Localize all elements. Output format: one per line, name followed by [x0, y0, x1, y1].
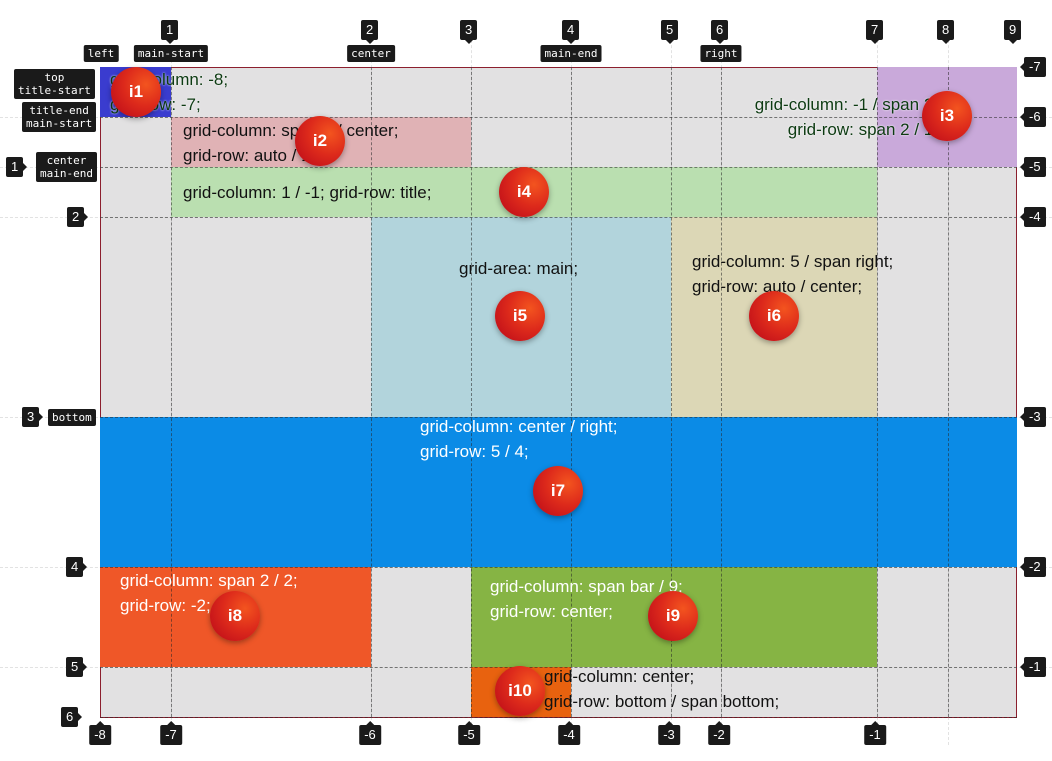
row-line-negative-number: -3: [1020, 407, 1046, 427]
grid-item-code-i8: grid-column: span 2 / 2; grid-row: -2;: [120, 568, 298, 618]
row-line-number: 1: [6, 157, 28, 177]
column-line-number: 3: [460, 20, 478, 44]
grid-item-code-i9: grid-column: span bar / 9; grid-row: cent…: [490, 574, 683, 624]
row-line-name: bottom: [48, 408, 96, 426]
grid-column-line: [721, 67, 722, 717]
column-line-number: 4: [562, 20, 580, 44]
row-line-negative-number: -7: [1020, 57, 1046, 77]
code-line: grid-column: center;: [544, 667, 695, 686]
column-line-negative-number: -8: [89, 721, 111, 745]
code-line: grid-area: main;: [459, 259, 579, 278]
grid-column-line: [948, 67, 949, 717]
column-line-number: 1: [161, 20, 179, 44]
code-line: grid-row: span 2 / 1;: [787, 120, 938, 139]
code-line: grid-column: 1 / -1; grid-row: title;: [183, 183, 432, 202]
row-line-number: 6: [61, 707, 83, 727]
row-line-negative-number: -4: [1020, 207, 1046, 227]
column-line-number: 5: [661, 20, 679, 44]
code-line: grid-column: center / right;: [420, 417, 618, 436]
row-line-name: top title-start: [14, 69, 95, 99]
grid-column-line: [571, 67, 572, 717]
grid-row-line: [100, 417, 1017, 418]
grid-item-code-i5: grid-area: main;: [459, 256, 578, 281]
code-line: grid-column: span 2 / 2;: [120, 571, 298, 590]
code-line: grid-row: center;: [490, 602, 613, 621]
row-line-number: 2: [67, 207, 89, 227]
grid-item-code-i7: grid-column: center / right; grid-row: 5 …: [420, 414, 617, 464]
grid-item-badge-i5: i5: [495, 291, 545, 341]
code-line: grid-row: bottom / span bottom;: [544, 692, 780, 711]
code-line: grid-row: 5 / 4;: [420, 442, 529, 461]
row-line-name: title-end main-start: [22, 102, 97, 132]
column-line-negative-number: -2: [708, 721, 730, 745]
grid-item-badge-i1: i1: [111, 67, 161, 117]
column-line-negative-number: -1: [864, 721, 886, 745]
code-line: grid-column: -1 / span 2;: [754, 95, 938, 114]
column-line-name: center: [347, 45, 395, 62]
code-line: grid-column: span 2 / center;: [183, 121, 399, 140]
grid-column-line: [471, 67, 472, 717]
column-line-number: 8: [937, 20, 955, 44]
column-line-name: main-end: [540, 45, 602, 62]
column-line-negative-number: -3: [658, 721, 680, 745]
row-line-negative-number: -1: [1020, 657, 1046, 677]
grid-row-line: [100, 217, 1017, 218]
row-line-negative-number: -6: [1020, 107, 1046, 127]
column-line-number: 7: [866, 20, 884, 44]
code-line: grid-row: -2;: [120, 596, 211, 615]
row-line-negative-number: -2: [1020, 557, 1046, 577]
grid-item-badge-i7: i7: [533, 466, 583, 516]
row-line-name: center main-end: [36, 152, 97, 182]
grid-item-badge-i4: i4: [499, 167, 549, 217]
grid-item-code-i2: grid-column: span 2 / center; grid-row: a…: [183, 118, 398, 168]
column-line-negative-number: -4: [558, 721, 580, 745]
code-line: grid-row: auto / center;: [692, 277, 863, 296]
code-line: grid-column: span bar / 9;: [490, 577, 683, 596]
grid-item-code-i6: grid-column: 5 / span right; grid-row: au…: [692, 249, 893, 299]
grid-item-badge-i6: i6: [749, 291, 799, 341]
column-line-negative-number: -7: [160, 721, 182, 745]
grid-column-line: [671, 67, 672, 717]
row-line-negative-number: -5: [1020, 157, 1046, 177]
grid-column-line: [877, 67, 878, 717]
grid-column-line: [171, 67, 172, 717]
grid-item-badge-i8: i8: [210, 591, 260, 641]
grid-item-code-i10: grid-column: center; grid-row: bottom / s…: [544, 664, 779, 714]
grid-item-badge-i3: i3: [922, 91, 972, 141]
column-line-number: 6: [711, 20, 729, 44]
column-line-number: 9: [1004, 20, 1022, 44]
column-line-name: left: [83, 45, 119, 62]
column-line-negative-number: -6: [359, 721, 381, 745]
grid-row-line: [100, 167, 1017, 168]
grid-item-code-i3: grid-column: -1 / span 2; grid-row: span …: [755, 92, 938, 142]
row-line-number: 5: [66, 657, 88, 677]
grid-row-line: [100, 117, 1017, 118]
grid-row-line: [100, 567, 1017, 568]
grid-column-line: [371, 67, 372, 717]
grid-item-badge-i2: i2: [295, 116, 345, 166]
grid-row-line: [100, 667, 1017, 668]
row-line-number: 4: [66, 557, 88, 577]
row-line-number: 3: [22, 407, 44, 427]
column-line-negative-number: -5: [458, 721, 480, 745]
grid-item-badge-i10: i10: [495, 666, 545, 716]
grid-row-line: [100, 717, 1017, 718]
code-line: grid-row: auto / 1;: [183, 146, 316, 165]
grid-item-code-i4: grid-column: 1 / -1; grid-row: title;: [183, 180, 431, 205]
column-line-name: main-start: [133, 45, 209, 62]
code-line: grid-column: 5 / span right;: [692, 252, 894, 271]
grid-item-badge-i9: i9: [648, 591, 698, 641]
column-line-name: right: [700, 45, 742, 62]
column-line-number: 2: [361, 20, 379, 44]
